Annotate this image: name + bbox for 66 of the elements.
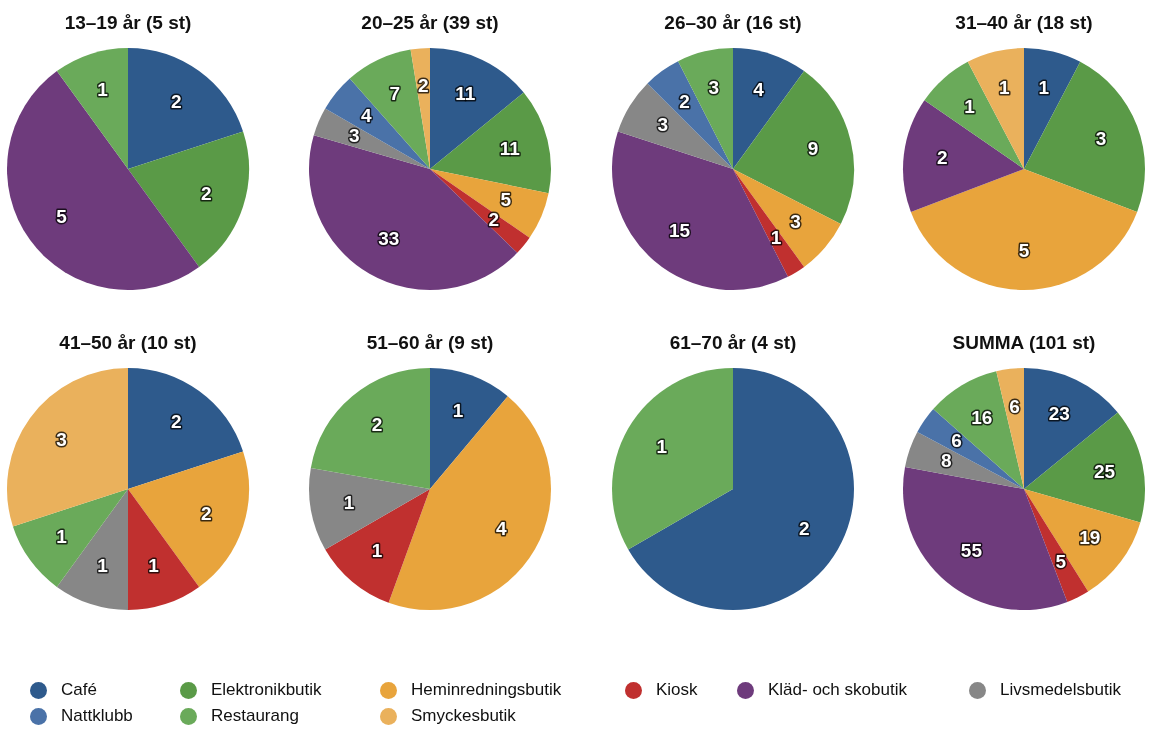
data-label: 25 bbox=[1094, 460, 1116, 482]
data-label: 1 bbox=[999, 77, 1011, 99]
data-label: 3 bbox=[56, 428, 67, 450]
data-label: 5 bbox=[1055, 550, 1067, 572]
data-label: 5 bbox=[500, 189, 512, 211]
data-label: 8 bbox=[941, 450, 952, 472]
chart-title: 31–40 år (18 st) bbox=[954, 12, 1094, 34]
data-label: 1 bbox=[770, 227, 782, 249]
data-label: 16 bbox=[971, 406, 993, 428]
data-label: 11 bbox=[499, 137, 521, 159]
chart-title: 51–60 år (9 st) bbox=[365, 332, 495, 354]
data-label: 2 bbox=[798, 518, 810, 540]
legend-label: Restaurang bbox=[210, 706, 300, 726]
data-label: 11 bbox=[455, 82, 476, 104]
data-label: 3 bbox=[1095, 128, 1107, 150]
data-label: 5 bbox=[1018, 239, 1030, 261]
data-label: 1 bbox=[97, 555, 109, 577]
legend-label: Kiosk bbox=[655, 680, 699, 700]
data-label: 55 bbox=[960, 540, 983, 562]
data-label: 3 bbox=[349, 124, 360, 146]
data-label: 1 bbox=[343, 491, 355, 513]
data-label: 1 bbox=[452, 399, 464, 421]
chart-title: SUMMA (101 st) bbox=[951, 332, 1097, 354]
data-label: 6 bbox=[951, 430, 962, 452]
data-label: 2 bbox=[679, 90, 690, 112]
data-label: 1 bbox=[97, 78, 109, 100]
data-label: 1 bbox=[656, 436, 668, 458]
chart-title: 41–50 år (10 st) bbox=[58, 332, 198, 354]
legend-label: Smyckesbutik bbox=[410, 706, 517, 726]
data-label: 6 bbox=[1009, 395, 1020, 417]
data-label: 2 bbox=[171, 90, 182, 112]
data-label: 9 bbox=[807, 138, 819, 160]
chart-title: 26–30 år (16 st) bbox=[663, 12, 803, 34]
data-label: 4 bbox=[753, 78, 765, 100]
data-label: 4 bbox=[360, 105, 372, 127]
data-label: 19 bbox=[1079, 526, 1101, 548]
data-label: 23 bbox=[1048, 402, 1070, 424]
data-label: 1 bbox=[371, 540, 383, 562]
data-label: 1 bbox=[1038, 77, 1050, 99]
data-label: 3 bbox=[790, 210, 801, 232]
data-label: 3 bbox=[657, 114, 669, 136]
data-label: 1 bbox=[148, 555, 160, 577]
legend-label: Café bbox=[60, 680, 98, 700]
data-label: 2 bbox=[371, 414, 383, 436]
data-label: 2 bbox=[488, 209, 500, 231]
data-label: 33 bbox=[378, 228, 400, 250]
legend-label: Heminredningsbutik bbox=[410, 680, 563, 700]
legend-label: Livsmedelsbutik bbox=[999, 680, 1122, 700]
data-label: 5 bbox=[56, 205, 68, 227]
chart-title: 20–25 år (39 st) bbox=[360, 12, 500, 34]
data-label: 2 bbox=[171, 410, 182, 432]
data-label: 2 bbox=[937, 147, 948, 169]
data-label: 1 bbox=[964, 95, 976, 117]
data-label: 2 bbox=[200, 182, 212, 204]
data-label: 1 bbox=[56, 525, 68, 547]
data-label: 3 bbox=[708, 77, 720, 99]
chart-title: 61–70 år (4 st) bbox=[668, 332, 798, 354]
legend-label: Elektronikbutik bbox=[210, 680, 323, 700]
data-label: 2 bbox=[418, 75, 429, 97]
data-label: 2 bbox=[200, 502, 212, 524]
legend-label: Nattklubb bbox=[60, 706, 134, 726]
data-label: 4 bbox=[495, 518, 507, 540]
data-label: 15 bbox=[668, 219, 691, 241]
chart-title: 13–19 år (5 st) bbox=[63, 12, 193, 34]
legend-label: Kläd- och skobutik bbox=[767, 680, 908, 700]
data-label: 7 bbox=[389, 82, 401, 104]
